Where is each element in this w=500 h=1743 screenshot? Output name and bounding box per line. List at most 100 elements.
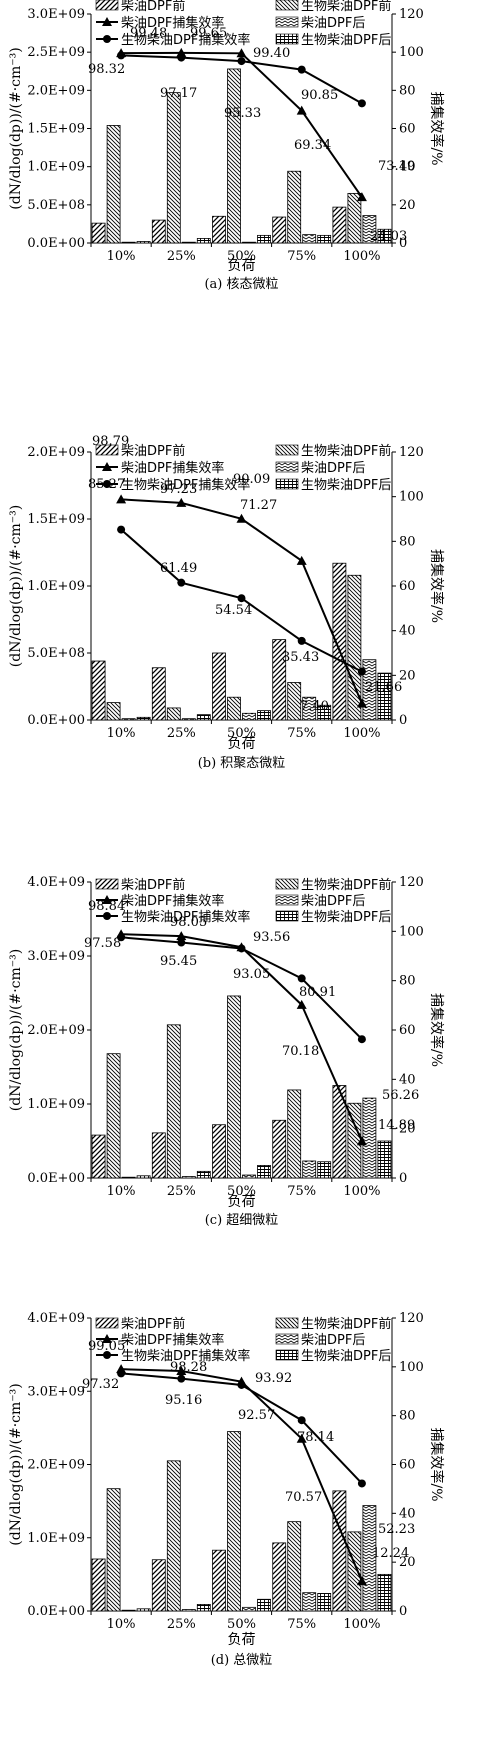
bar-1 — [91, 1558, 106, 1612]
bar-1 — [212, 1124, 226, 1179]
legend-item-bio-after: 生物柴油DPF后 — [275, 1349, 391, 1364]
legend-label: 柴油DPF后 — [301, 16, 365, 31]
legend-swatch — [275, 16, 299, 28]
triangle-marker — [102, 895, 112, 904]
legend-label: 生物柴油DPF前 — [301, 877, 391, 893]
bar-4 — [136, 241, 151, 244]
y-tick-label: 4.0E+09 — [27, 875, 85, 890]
circle-marker — [357, 667, 366, 676]
bar-3 — [242, 1606, 256, 1612]
x-tick-label: 100% — [343, 726, 380, 741]
data-label: 99.48 — [130, 26, 167, 41]
legend-label: 生物柴油DPF捕集效率 — [121, 909, 250, 925]
bar-2 — [347, 1531, 362, 1612]
y2-tick-label: 60 — [399, 1023, 416, 1038]
legend-item-bio-eff: 生物柴油DPF捕集效率 — [96, 1348, 250, 1364]
data-label: 97.58 — [84, 936, 121, 951]
data-label: 12.24 — [372, 1546, 409, 1561]
legend-swatch — [275, 33, 299, 45]
bar-1 — [332, 1085, 347, 1179]
data-label: 90.09 — [233, 472, 270, 487]
circle-marker — [177, 578, 186, 587]
y2-tick-label: 20 — [399, 198, 416, 213]
y2-tick-label: 100 — [399, 490, 424, 505]
data-label: 95.45 — [160, 954, 197, 969]
x-tick-label: 10% — [107, 1184, 136, 1199]
legend-item-diesel-eff: 柴油DPF捕集效率 — [96, 893, 224, 909]
triangle-marker — [176, 497, 187, 507]
y-tick-label: 3.0E+09 — [27, 7, 85, 22]
y-tick-label: 0.0E+00 — [27, 713, 85, 728]
bar-4 — [317, 1593, 332, 1612]
bar-1 — [272, 1119, 287, 1179]
y-tick-label: 3.0E+09 — [27, 949, 85, 964]
y-tick-label: 1.0E+09 — [27, 1531, 85, 1546]
bar-3 — [121, 241, 136, 244]
data-label: 99.65 — [190, 26, 227, 41]
legend-item-bio-eff: 生物柴油DPF捕集效率 — [96, 477, 250, 493]
bar-2 — [347, 574, 362, 721]
circle-marker — [177, 53, 186, 62]
triangle-marker — [356, 192, 367, 202]
circle-marker — [297, 1416, 306, 1425]
legend-label: 柴油DPF后 — [301, 1333, 365, 1348]
legend-label: 柴油DPF捕集效率 — [121, 893, 224, 909]
legend-swatch — [95, 1317, 119, 1329]
legend-item-bio-after: 生物柴油DPF后 — [275, 478, 391, 493]
triangle-marker — [236, 513, 247, 523]
y2-tick-label: 100 — [399, 1360, 424, 1375]
x-tick-label: 25% — [167, 1184, 196, 1199]
data-label: 52.23 — [378, 1522, 415, 1537]
data-label: 98.05 — [170, 915, 207, 930]
data-label: 93.92 — [255, 1371, 292, 1386]
circle-marker — [117, 51, 126, 60]
bar-2 — [106, 125, 121, 244]
bar-4 — [377, 228, 392, 244]
x-tick-label: 25% — [167, 726, 196, 741]
bar-1 — [332, 1490, 347, 1612]
bar-3 — [181, 718, 196, 721]
triangle-marker — [176, 1366, 187, 1376]
legend-swatch — [275, 1317, 299, 1329]
circle-marker — [103, 912, 111, 920]
circle-marker — [357, 1035, 366, 1044]
legend-item-bio-before: 生物柴油DPF前 — [275, 0, 391, 14]
legend-item-bio-after: 生物柴油DPF后 — [275, 33, 391, 48]
x-axis-label: 负荷 — [228, 1194, 256, 1210]
y2-tick-label: 40 — [399, 1506, 416, 1521]
y-tick-label: 3.0E+09 — [27, 1384, 85, 1399]
triangle-marker — [176, 931, 187, 941]
data-label: 98.28 — [170, 1360, 207, 1375]
x-tick-label: 50% — [227, 726, 256, 741]
legend-label: 生物柴油DPF后 — [301, 33, 391, 48]
bar-2 — [106, 702, 121, 721]
legend-label: 柴油DPF前 — [121, 1316, 185, 1332]
y2-tick-label: 120 — [399, 1311, 424, 1326]
y-tick-label: 2.0E+09 — [27, 1458, 85, 1473]
y2-tick-label: 20 — [399, 1122, 416, 1137]
y-axis-label: (dN/dlog(dp))/(#·cm⁻³) — [8, 1383, 24, 1545]
legend-swatch — [275, 478, 299, 490]
triangle-marker — [356, 1576, 367, 1586]
y2-tick-label: 40 — [399, 160, 416, 175]
data-label: 78.14 — [297, 1430, 334, 1445]
circle-marker — [297, 65, 306, 74]
data-label: 98.32 — [88, 62, 125, 77]
data-label: 95.33 — [224, 106, 261, 121]
data-label: 70.57 — [285, 1490, 322, 1505]
x-tick-label: 10% — [107, 726, 136, 741]
panel-caption: (a) 核态微粒 — [204, 277, 278, 292]
line-1 — [121, 933, 363, 1142]
bar-1 — [151, 667, 166, 721]
data-label: 97.32 — [82, 1377, 119, 1392]
data-label: 95.16 — [165, 1393, 202, 1408]
bar-2 — [287, 1521, 302, 1612]
x-tick-label: 10% — [107, 1617, 136, 1632]
data-label: 99.40 — [253, 46, 290, 61]
legend-item-diesel-before: 柴油DPF前 — [95, 1316, 185, 1332]
x-axis-label: 负荷 — [228, 1632, 256, 1648]
y2-tick-label: 20 — [399, 1555, 416, 1570]
x-tick-label: 75% — [287, 1617, 316, 1632]
triangle-marker — [102, 1334, 112, 1343]
y-tick-label: 2.5E+09 — [27, 45, 85, 60]
